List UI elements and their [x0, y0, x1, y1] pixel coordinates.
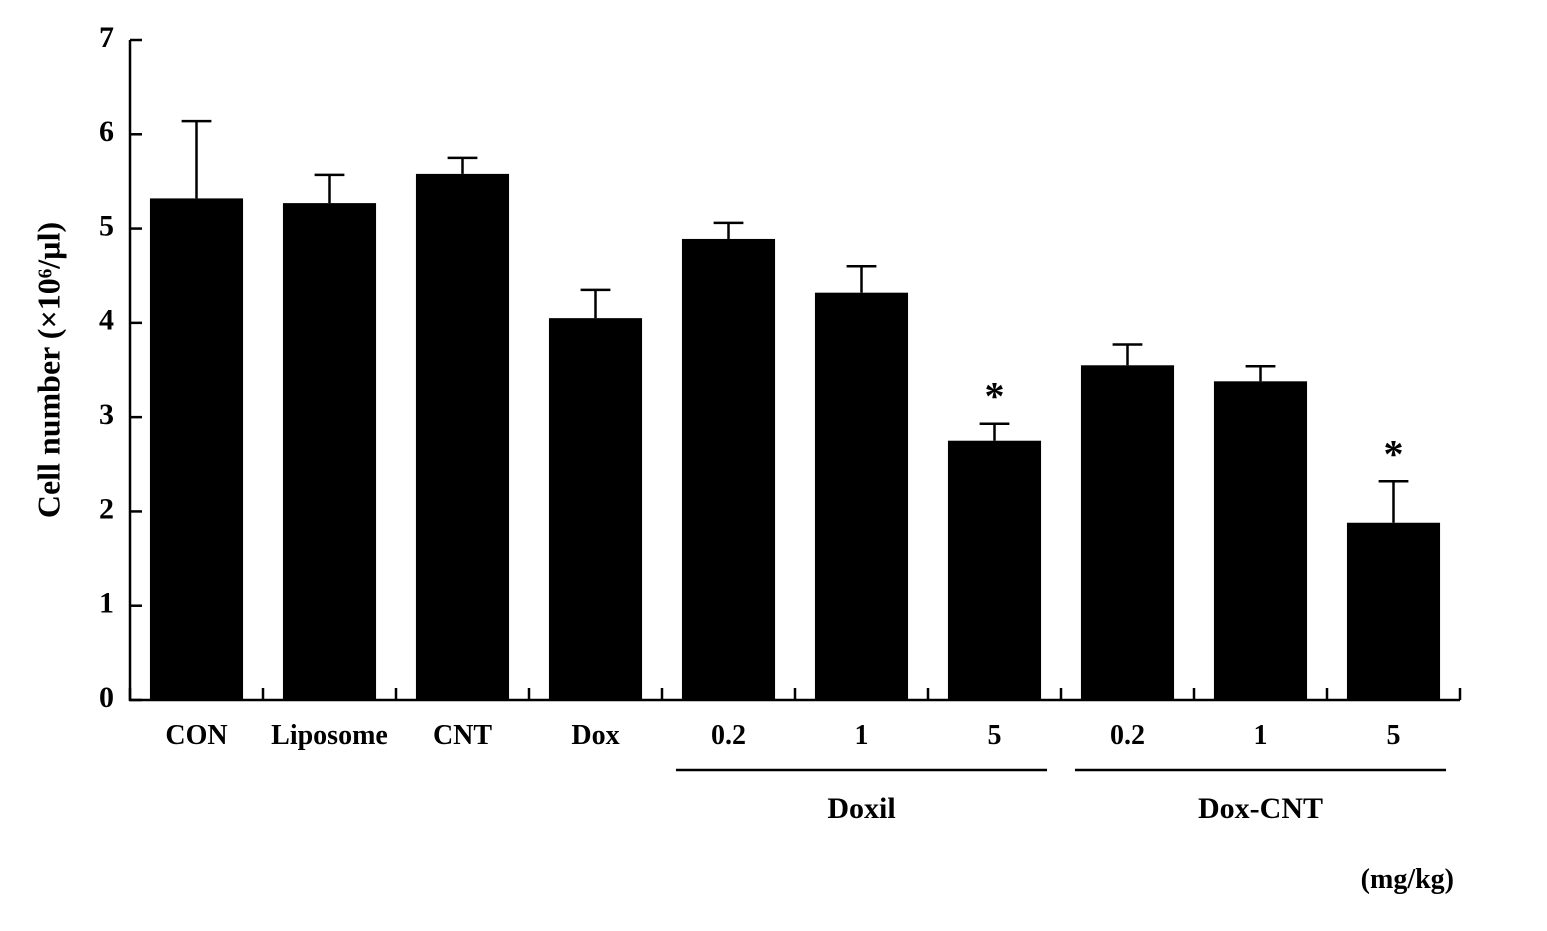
bar — [948, 441, 1041, 700]
bar — [150, 198, 243, 700]
bar — [682, 239, 775, 700]
y-tick-label: 3 — [99, 398, 114, 431]
y-tick-label: 7 — [99, 21, 114, 54]
bar — [283, 203, 376, 700]
unit-label: (mg/kg) — [1361, 864, 1454, 895]
bar — [1347, 523, 1440, 700]
bar — [815, 293, 908, 700]
category-label: 1 — [855, 720, 869, 751]
y-axis-label: Cell number (×10⁶/µl) — [30, 222, 66, 518]
bar — [1081, 365, 1174, 700]
y-tick-label: 0 — [99, 681, 114, 714]
category-label: CNT — [433, 720, 492, 751]
y-tick-label: 1 — [99, 587, 114, 620]
bar — [1214, 381, 1307, 700]
category-label: 0.2 — [711, 720, 746, 751]
category-label: 5 — [988, 720, 1002, 751]
category-label: Liposome — [271, 720, 388, 751]
significance-marker: * — [1384, 431, 1404, 476]
chart-container: 0 1 2 3 4 5 6 7 Cell number (×10⁶/µl) * * CON Liposo… — [0, 0, 1547, 931]
y-tick-label: 2 — [99, 492, 114, 525]
category-label: 5 — [1387, 720, 1401, 751]
significance-marker: * — [985, 374, 1005, 419]
category-label: 1 — [1254, 720, 1268, 751]
y-tick-label: 5 — [99, 209, 114, 242]
group-label: Doxil — [827, 792, 895, 825]
bar — [549, 318, 642, 700]
y-tick-label: 4 — [99, 304, 114, 337]
y-tick-label: 6 — [99, 115, 114, 148]
category-label: CON — [165, 720, 227, 751]
group-label: Dox-CNT — [1198, 792, 1323, 825]
bar — [416, 174, 509, 700]
category-label: 0.2 — [1110, 720, 1145, 751]
bar-chart: 0 1 2 3 4 5 6 7 Cell number (×10⁶/µl) * * CON Liposo… — [0, 0, 1547, 931]
category-label: Dox — [571, 720, 619, 751]
